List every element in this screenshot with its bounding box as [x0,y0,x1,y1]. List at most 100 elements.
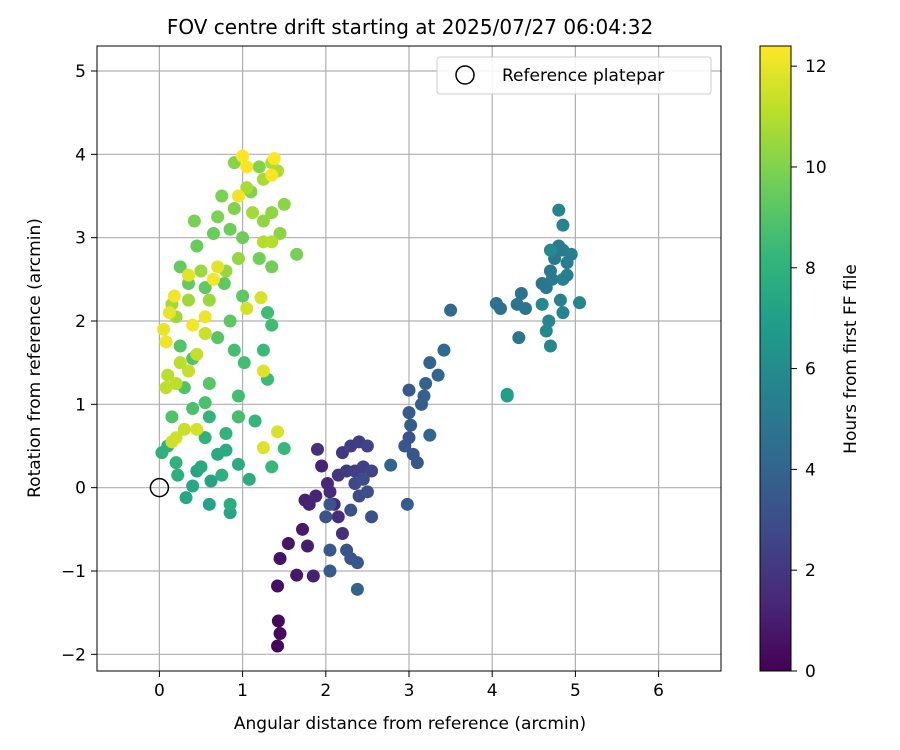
legend-marker-icon [455,65,475,85]
data-point [350,556,364,570]
data-point [173,260,187,274]
colorbar-tick-label: 6 [805,360,816,380]
data-point [231,389,245,403]
data-point [231,410,245,424]
data-point [198,327,212,340]
y-tick-label: 3 [75,229,86,249]
data-point [173,356,187,370]
data-point [410,456,424,470]
data-point [310,442,324,456]
x-axis-ticks: 0 1 2 3 4 5 6 [154,671,664,701]
data-point [423,428,437,442]
data-point [169,377,183,390]
data-point [556,218,570,232]
data-point [198,431,212,445]
data-point [256,441,270,455]
data-point [157,322,171,336]
colorbar-tick-label: 2 [805,561,816,581]
data-point [242,472,256,486]
data-point [494,302,508,315]
data-point [223,314,237,328]
data-point [404,418,418,432]
data-point [165,435,179,449]
data-point [231,189,245,203]
data-point [360,439,374,453]
colorbar-tick-label: 4 [805,460,816,480]
y-tick-label: 5 [75,62,86,82]
colorbar-label: Hours from first FF file [841,264,861,454]
data-point [323,485,337,499]
data-point [182,364,196,378]
data-point [265,235,279,249]
data-point [217,277,231,290]
data-point [444,303,458,317]
data-point [402,431,416,445]
data-point [542,314,556,328]
data-point [306,569,320,583]
data-point [167,289,181,303]
data-point [227,343,241,357]
y-axis-label: Rotation from reference (arcmin) [25,218,45,498]
data-point [186,402,200,415]
data-point [331,510,345,524]
data-point [271,639,285,653]
data-point [223,222,237,236]
data-point [202,410,216,424]
data-point [512,331,526,345]
data-point [335,527,349,540]
data-point [202,497,216,511]
data-point [344,503,358,517]
data-point [159,381,173,395]
data-point [190,347,204,361]
data-point [400,497,414,511]
data-point [252,252,266,265]
data-point [350,582,364,596]
colorbar-scale [759,45,792,672]
data-point [518,302,532,315]
data-point [173,339,187,353]
data-point [237,356,251,370]
x-tick-label: 1 [237,681,248,701]
data-point [182,293,196,307]
data-point [265,206,279,220]
data-points [155,149,587,653]
data-point [194,264,208,278]
data-point [256,214,270,228]
data-point [545,272,559,286]
legend: Reference platepar [436,56,712,95]
data-point [231,457,245,471]
data-point [206,272,220,286]
data-point [553,293,567,307]
data-point [240,302,254,315]
data-point [281,537,295,550]
data-point [323,543,337,557]
data-point [219,427,233,440]
data-point [177,422,191,436]
data-point [194,460,208,474]
data-point [309,489,323,503]
data-point [573,296,587,310]
data-point [271,579,285,593]
data-point [273,227,287,240]
data-point [198,281,212,295]
data-point [273,552,287,565]
data-point [198,396,212,410]
data-point [323,564,337,578]
data-point [179,491,193,505]
data-point [315,459,329,473]
data-point [419,377,433,390]
data-point [273,627,287,640]
chart-title: FOV centre drift starting at 2025/07/27 … [167,15,653,39]
data-point [402,383,416,397]
data-point [186,318,200,332]
data-point [182,268,196,282]
data-point [261,306,275,320]
data-point [215,189,229,203]
data-point [219,443,233,457]
data-point [539,324,553,338]
data-point [417,389,431,403]
data-point [402,406,416,420]
data-point [564,247,578,261]
y-tick-label: 4 [75,145,86,165]
data-point [290,568,304,582]
